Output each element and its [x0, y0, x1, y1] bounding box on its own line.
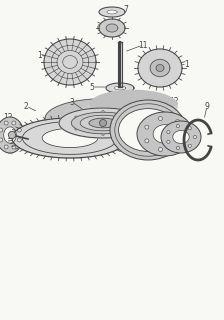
Text: 7: 7	[124, 4, 128, 13]
Polygon shape	[114, 86, 126, 90]
Polygon shape	[89, 118, 117, 128]
Polygon shape	[45, 99, 161, 139]
Text: 5: 5	[90, 83, 95, 92]
Circle shape	[128, 126, 131, 130]
Circle shape	[159, 116, 163, 121]
Circle shape	[193, 135, 197, 139]
Circle shape	[4, 121, 8, 125]
Polygon shape	[107, 10, 117, 14]
Text: 9: 9	[205, 101, 209, 110]
Ellipse shape	[161, 121, 201, 153]
Circle shape	[75, 116, 78, 120]
Circle shape	[145, 139, 149, 143]
Text: 10: 10	[153, 93, 163, 102]
Circle shape	[176, 144, 180, 148]
Text: 6: 6	[93, 100, 97, 109]
Text: 12: 12	[3, 113, 13, 122]
Circle shape	[167, 140, 170, 143]
Ellipse shape	[153, 125, 177, 143]
Text: 2: 2	[24, 101, 28, 110]
Circle shape	[17, 138, 21, 142]
Circle shape	[176, 120, 180, 124]
Polygon shape	[99, 96, 125, 114]
Polygon shape	[99, 115, 125, 125]
Polygon shape	[138, 49, 182, 87]
Ellipse shape	[173, 131, 189, 144]
Circle shape	[17, 128, 21, 132]
Text: 1: 1	[38, 51, 42, 60]
Ellipse shape	[4, 127, 16, 143]
Circle shape	[4, 145, 8, 149]
Text: 12: 12	[169, 97, 179, 106]
Polygon shape	[99, 19, 125, 37]
Circle shape	[188, 127, 191, 130]
Text: 13: 13	[111, 93, 121, 102]
Circle shape	[176, 146, 179, 149]
Text: 4: 4	[136, 91, 140, 100]
Text: 8: 8	[6, 138, 10, 147]
Polygon shape	[156, 65, 164, 71]
Circle shape	[0, 138, 3, 142]
Polygon shape	[59, 105, 177, 138]
Circle shape	[99, 119, 106, 126]
Polygon shape	[80, 115, 126, 131]
Text: 11: 11	[138, 41, 148, 50]
Circle shape	[101, 111, 105, 114]
Circle shape	[12, 121, 16, 125]
Circle shape	[183, 132, 187, 136]
Circle shape	[75, 126, 78, 130]
Circle shape	[0, 128, 3, 132]
Circle shape	[159, 148, 163, 151]
Polygon shape	[12, 119, 161, 158]
Polygon shape	[71, 112, 135, 134]
Polygon shape	[99, 7, 125, 17]
Polygon shape	[44, 39, 96, 85]
Ellipse shape	[0, 117, 24, 153]
Polygon shape	[150, 60, 170, 76]
Circle shape	[176, 124, 179, 128]
Polygon shape	[59, 108, 147, 138]
Ellipse shape	[110, 100, 186, 160]
Circle shape	[128, 116, 131, 120]
Polygon shape	[12, 118, 128, 158]
Text: 1: 1	[185, 60, 189, 68]
Polygon shape	[89, 91, 177, 120]
Polygon shape	[106, 83, 134, 93]
Polygon shape	[106, 101, 118, 109]
Circle shape	[167, 131, 170, 134]
Circle shape	[101, 132, 105, 135]
Circle shape	[12, 145, 16, 149]
Text: 3: 3	[70, 98, 74, 107]
Circle shape	[146, 121, 151, 125]
Circle shape	[188, 144, 191, 147]
Ellipse shape	[118, 108, 177, 151]
Text: 7: 7	[93, 116, 97, 124]
Polygon shape	[107, 118, 117, 122]
Text: 6: 6	[97, 23, 101, 33]
Polygon shape	[106, 24, 118, 32]
Ellipse shape	[137, 112, 193, 156]
Circle shape	[145, 125, 149, 129]
Polygon shape	[42, 128, 98, 148]
